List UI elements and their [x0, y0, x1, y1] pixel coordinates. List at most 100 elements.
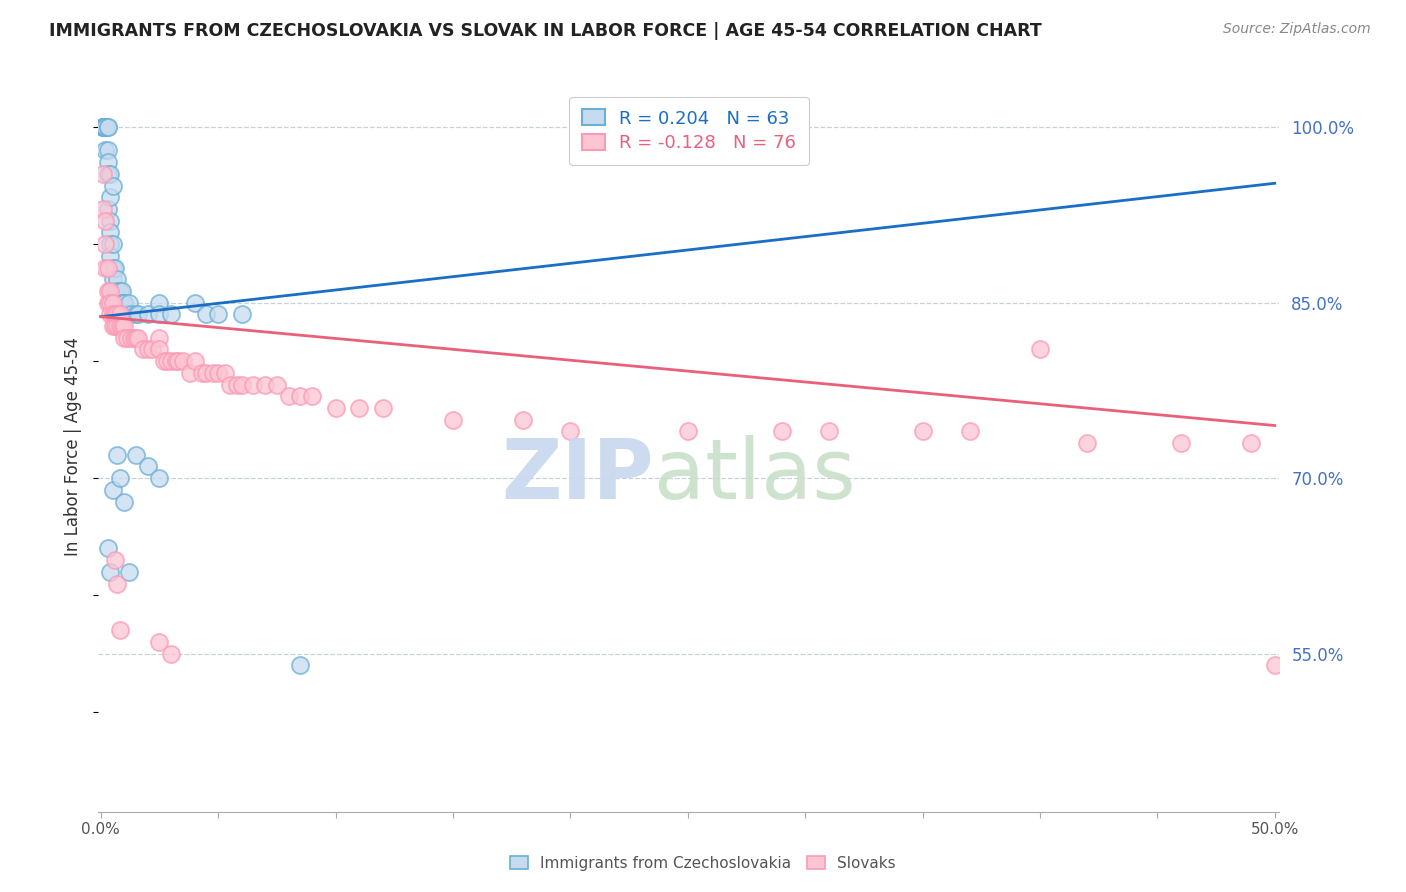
Point	[242, 377, 264, 392]
Point	[441, 412, 464, 426]
Point	[97, 144, 120, 158]
Point	[115, 331, 138, 345]
Point	[112, 307, 135, 321]
Point	[94, 213, 117, 227]
Point	[97, 120, 120, 134]
Point	[108, 295, 131, 310]
Point	[155, 354, 177, 368]
Text: ZIP: ZIP	[501, 434, 654, 516]
Point	[105, 448, 128, 462]
Point	[97, 120, 120, 134]
Point	[108, 471, 131, 485]
Point	[98, 307, 121, 321]
Point	[1264, 658, 1286, 673]
Point	[148, 307, 170, 321]
Point	[101, 178, 124, 193]
Point	[97, 284, 120, 298]
Point	[1076, 436, 1098, 450]
Point	[105, 307, 128, 321]
Point	[98, 565, 121, 579]
Point	[290, 389, 312, 403]
Point	[98, 295, 121, 310]
Point	[111, 319, 134, 334]
Point	[94, 144, 117, 158]
Point	[98, 167, 121, 181]
Point	[98, 190, 121, 204]
Point	[97, 260, 120, 275]
Point	[911, 425, 934, 439]
Point	[207, 307, 229, 321]
Point	[214, 366, 236, 380]
Point	[118, 565, 141, 579]
Point	[104, 284, 127, 298]
Point	[207, 366, 229, 380]
Point	[959, 425, 981, 439]
Point	[98, 249, 121, 263]
Point	[560, 425, 582, 439]
Point	[108, 284, 131, 298]
Point	[97, 541, 120, 556]
Point	[108, 307, 131, 321]
Point	[195, 307, 218, 321]
Point	[104, 319, 127, 334]
Point	[277, 389, 299, 403]
Point	[98, 284, 121, 298]
Legend: R = 0.204   N = 63, R = -0.128   N = 76: R = 0.204 N = 63, R = -0.128 N = 76	[569, 96, 808, 165]
Point	[101, 237, 124, 252]
Point	[148, 331, 170, 345]
Point	[231, 377, 253, 392]
Point	[290, 658, 312, 673]
Point	[167, 354, 190, 368]
Point	[183, 295, 205, 310]
Point	[112, 494, 135, 508]
Point	[1029, 343, 1052, 357]
Point	[120, 307, 142, 321]
Point	[195, 366, 218, 380]
Point	[91, 202, 114, 216]
Point	[301, 389, 323, 403]
Point	[91, 120, 114, 134]
Point	[219, 377, 242, 392]
Point	[111, 295, 134, 310]
Point	[97, 155, 120, 169]
Point	[148, 343, 170, 357]
Point	[94, 120, 117, 134]
Y-axis label: In Labor Force | Age 45-54: In Labor Force | Age 45-54	[65, 336, 83, 556]
Point	[94, 260, 117, 275]
Point	[98, 226, 121, 240]
Point	[254, 377, 277, 392]
Point	[153, 354, 176, 368]
Point	[183, 354, 205, 368]
Point	[125, 448, 148, 462]
Point	[817, 425, 839, 439]
Point	[122, 331, 145, 345]
Point	[94, 120, 117, 134]
Point	[179, 366, 201, 380]
Point	[160, 647, 183, 661]
Point	[104, 307, 127, 321]
Text: Source: ZipAtlas.com: Source: ZipAtlas.com	[1223, 22, 1371, 37]
Point	[136, 307, 159, 321]
Point	[104, 295, 127, 310]
Point	[101, 272, 124, 286]
Point	[101, 295, 124, 310]
Point	[94, 120, 117, 134]
Point	[115, 307, 138, 321]
Point	[104, 260, 127, 275]
Point	[770, 425, 793, 439]
Point	[101, 319, 124, 334]
Point	[160, 307, 183, 321]
Point	[136, 343, 159, 357]
Point	[91, 120, 114, 134]
Point	[676, 425, 699, 439]
Point	[105, 295, 128, 310]
Point	[112, 331, 135, 345]
Point	[136, 459, 159, 474]
Point	[105, 576, 128, 591]
Legend: Immigrants from Czechoslovakia, Slovaks: Immigrants from Czechoslovakia, Slovaks	[505, 851, 901, 875]
Point	[120, 331, 142, 345]
Point	[148, 295, 170, 310]
Point	[101, 307, 124, 321]
Point	[160, 354, 183, 368]
Point	[148, 635, 170, 649]
